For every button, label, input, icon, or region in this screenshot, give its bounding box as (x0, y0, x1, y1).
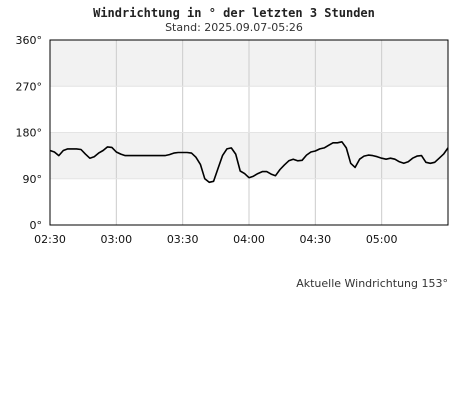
y-tick-label: 90° (23, 173, 43, 186)
current-wind-direction: Aktuelle Windrichtung 153° (296, 277, 448, 290)
x-tick-label: 03:30 (167, 233, 199, 246)
series-line-0 (49, 141, 449, 184)
x-tick-label: 04:30 (299, 233, 331, 246)
x-tick-label: 02:30 (34, 233, 66, 246)
x-tick-label: 05:00 (366, 233, 398, 246)
y-tick-label: 270° (16, 80, 43, 93)
plot-frame (49, 39, 449, 226)
chart-series (49, 141, 449, 184)
y-tick-label: 180° (16, 127, 43, 140)
y-axis-ticks: 0° 90° 180° 270° 360° (16, 34, 43, 232)
chart-title: Windrichtung in ° der letzten 3 Stunden (93, 6, 375, 20)
y-tick-label: 360° (16, 34, 43, 47)
x-axis-ticks: 02:30 03:00 03:30 04:00 04:30 05:00 (34, 233, 397, 246)
chart-grid (50, 40, 448, 225)
chart-subtitle: Stand: 2025.09.07-05:26 (165, 21, 303, 34)
x-tick-label: 03:00 (100, 233, 132, 246)
y-tick-label: 0° (30, 219, 43, 232)
x-tick-label: 04:00 (233, 233, 265, 246)
